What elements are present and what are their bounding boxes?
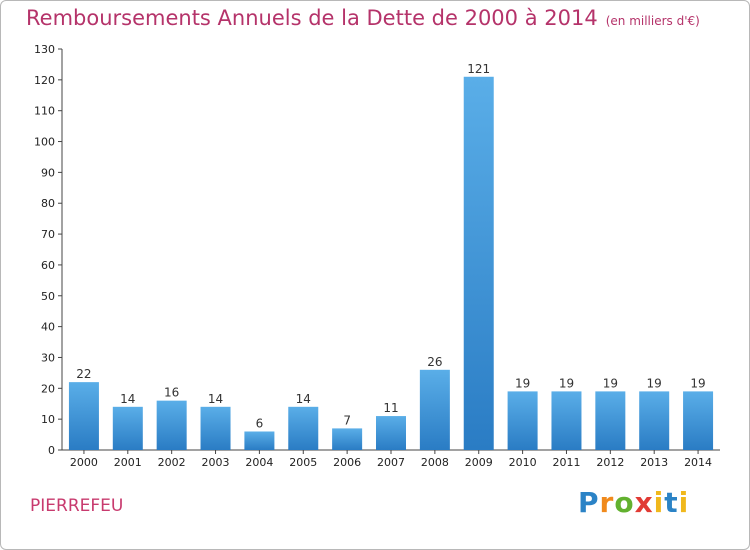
- chart-bars: [68, 76, 714, 450]
- bar-value-label: 22: [76, 367, 91, 381]
- x-tick-label: 2005: [289, 456, 317, 469]
- x-tick-label: 2007: [377, 456, 405, 469]
- logo-letter: t: [664, 486, 679, 519]
- logo-letter: i: [653, 486, 665, 519]
- chart-title-text: Remboursements Annuels de la Dette de 20…: [26, 6, 598, 30]
- bar-value-label: 16: [164, 386, 179, 400]
- bar-2006: [332, 428, 363, 450]
- bar-value-label: 19: [647, 376, 662, 390]
- chart-unit: (en milliers d'€): [605, 14, 700, 28]
- bar-2012: [595, 391, 626, 450]
- y-tick-label: 130: [34, 43, 55, 56]
- y-tick-label: 50: [41, 290, 55, 303]
- y-tick-label: 100: [34, 136, 55, 149]
- bar-2011: [551, 391, 582, 450]
- bar-2010: [507, 391, 538, 450]
- x-tick-label: 2001: [114, 456, 142, 469]
- logo-letter: x: [634, 486, 654, 519]
- x-tick-label: 2014: [684, 456, 712, 469]
- y-tick-label: 30: [41, 351, 55, 364]
- logo-letter: r: [599, 486, 615, 519]
- x-tick-label: 2003: [202, 456, 230, 469]
- bar-2014: [683, 391, 714, 450]
- x-tick-label: 2010: [509, 456, 537, 469]
- bar-value-label: 14: [120, 392, 135, 406]
- logo-letter: o: [614, 486, 635, 519]
- bar-value-label: 7: [343, 413, 351, 427]
- bar-value-label: 26: [427, 355, 442, 369]
- y-tick-label: 0: [48, 444, 55, 457]
- bar-2009: [463, 76, 494, 450]
- bar-2003: [200, 406, 231, 450]
- bar-2002: [156, 400, 187, 450]
- y-tick-label: 70: [41, 228, 55, 241]
- logo-letter: P: [578, 486, 600, 519]
- chart-value-labels: 22 14 16 14 6 14 7 11 26 121 19 19 19 19 19: [76, 62, 705, 431]
- x-tick-label: 2008: [421, 456, 449, 469]
- y-tick-label: 120: [34, 74, 55, 87]
- bar-2001: [112, 406, 143, 450]
- x-tick-label: 2006: [333, 456, 361, 469]
- chart-title: Remboursements Annuels de la Dette de 20…: [26, 6, 700, 30]
- y-tick-label: 20: [41, 382, 55, 395]
- x-tick-label: 2011: [552, 456, 580, 469]
- bar-value-label: 19: [515, 376, 530, 390]
- bar-value-label: 6: [256, 416, 264, 430]
- y-tick-label: 80: [41, 197, 55, 210]
- bar-value-label: 11: [383, 401, 398, 415]
- place-name: PIERREFEU: [30, 496, 124, 516]
- y-tick-label: 40: [41, 321, 55, 334]
- bar-value-label: 14: [208, 392, 223, 406]
- bar-value-label: 19: [559, 376, 574, 390]
- x-tick-label: 2004: [245, 456, 273, 469]
- y-tick-label: 60: [41, 259, 55, 272]
- bar-2005: [288, 406, 319, 450]
- bar-value-label: 14: [296, 392, 311, 406]
- x-tick-label: 2002: [158, 456, 186, 469]
- x-tick-label: 2009: [465, 456, 493, 469]
- y-tick-label: 10: [41, 413, 55, 426]
- bar-value-label: 121: [467, 62, 490, 76]
- y-tick-label: 110: [34, 105, 55, 118]
- x-tick-label: 2012: [596, 456, 624, 469]
- bar-2000: [68, 382, 99, 450]
- bar-2013: [639, 391, 670, 450]
- logo-letter: i: [678, 486, 690, 519]
- bar-2004: [244, 431, 275, 450]
- bar-2008: [419, 369, 450, 450]
- y-tick-label: 90: [41, 166, 55, 179]
- x-tick-label: 2013: [640, 456, 668, 469]
- proxiti-logo: Proxiti: [578, 486, 689, 519]
- x-tick-label: 2000: [70, 456, 98, 469]
- bar-value-label: 19: [690, 376, 705, 390]
- bar-value-label: 19: [603, 376, 618, 390]
- bar-2007: [376, 416, 406, 450]
